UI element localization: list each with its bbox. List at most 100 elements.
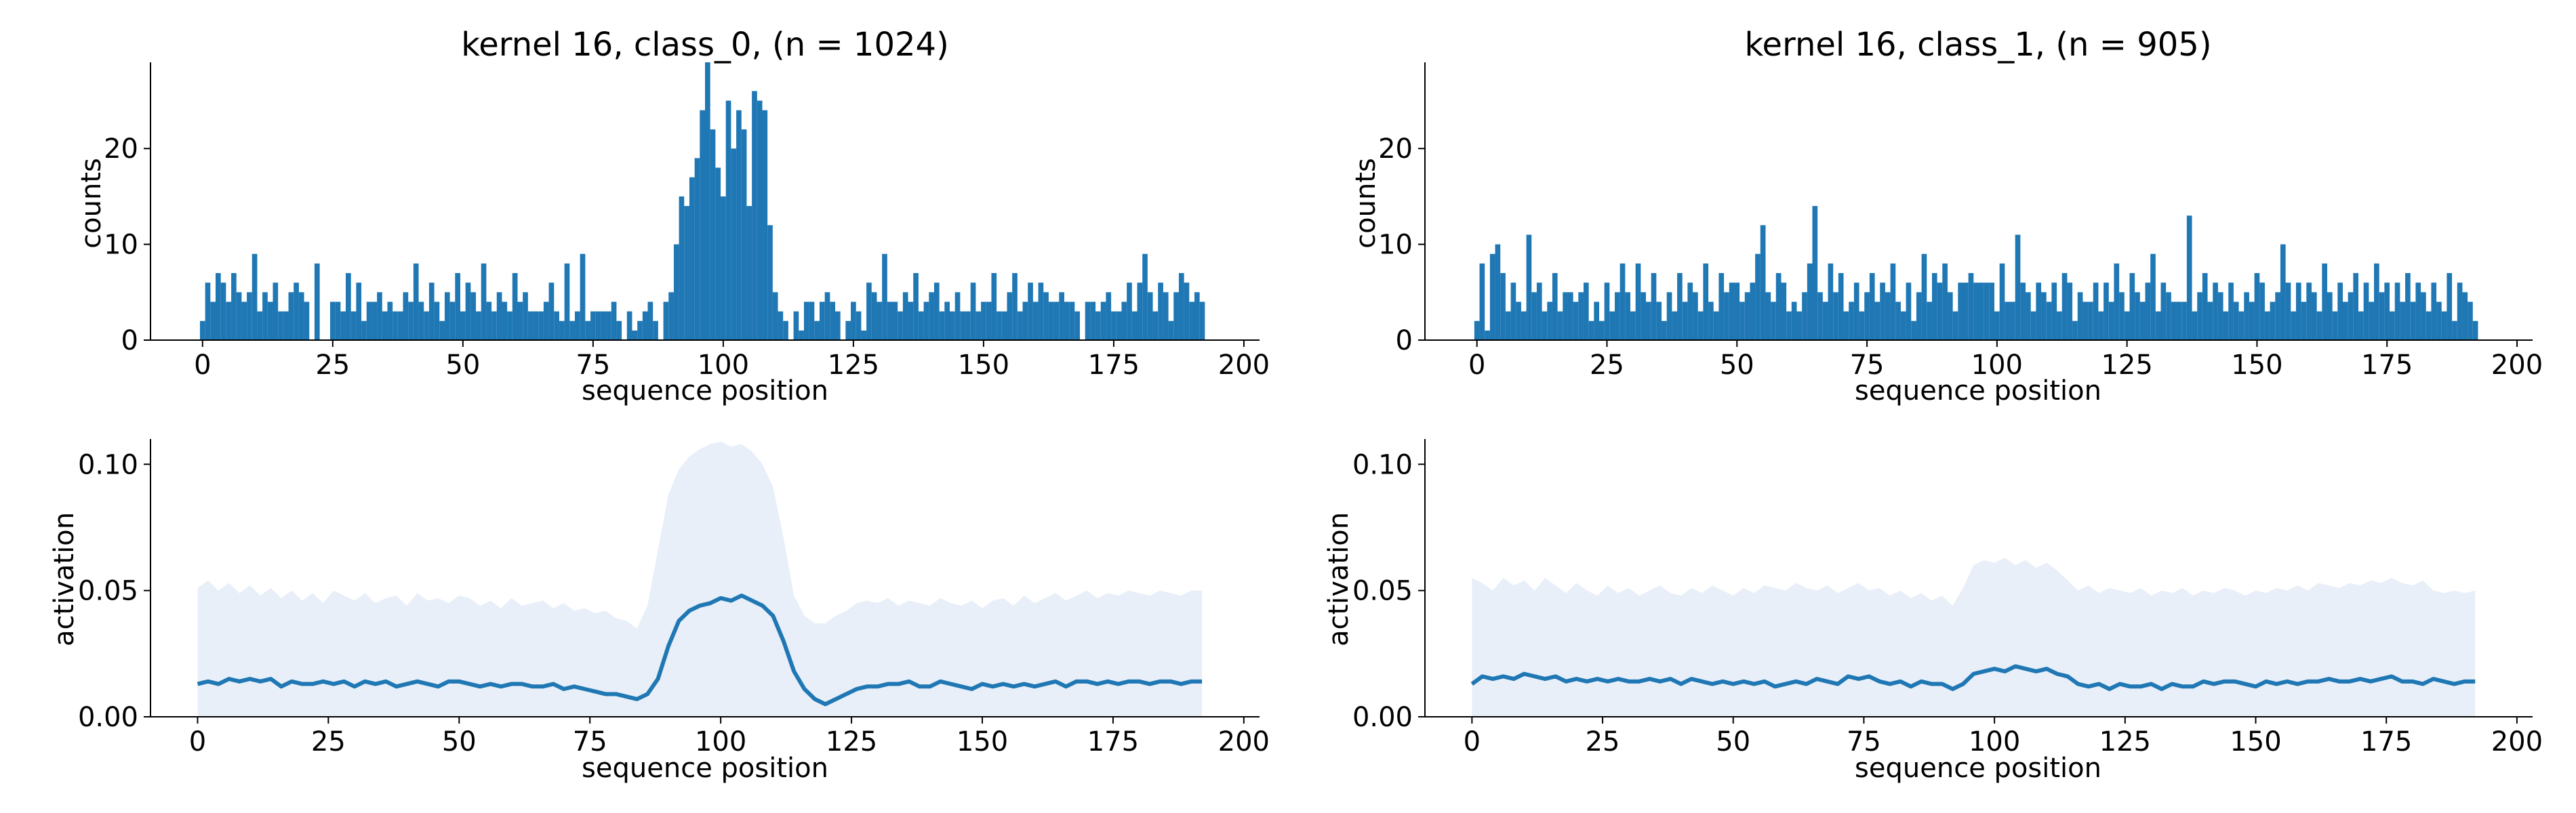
histogram-bar <box>2322 263 2327 340</box>
histogram-bar <box>288 292 294 340</box>
histogram-bar <box>1038 283 1044 340</box>
histogram-bar <box>512 273 518 340</box>
histogram-bar <box>684 206 689 340</box>
histogram-bar <box>2005 301 2011 340</box>
y-ticks: 0 10 20 <box>104 133 150 356</box>
histogram-bar <box>2275 292 2280 340</box>
histogram-bar <box>1505 311 1511 340</box>
x-ticks: 0 25 50 75 100 125 150 175 200 <box>189 717 1270 757</box>
histogram-bar <box>2072 320 2078 340</box>
y-tick-label: 20 <box>1378 133 1413 165</box>
histogram-bar <box>2259 283 2265 340</box>
histogram-bar <box>1724 292 1729 340</box>
histogram-bar <box>2462 292 2468 340</box>
histogram-bar <box>653 320 658 340</box>
histogram-bar <box>346 273 351 340</box>
histogram-bar <box>2160 283 2167 340</box>
y-tick-label: 0 <box>121 325 138 356</box>
histogram-bar <box>715 167 721 340</box>
histogram-bar <box>1713 311 1719 340</box>
histogram-bar <box>1131 311 1138 340</box>
histogram-bar <box>1931 273 1937 340</box>
histogram-bar <box>2124 311 2130 340</box>
histogram-bar <box>2337 283 2343 340</box>
histogram-bar <box>350 311 357 340</box>
histogram-bar <box>329 301 336 340</box>
histogram-bar <box>1001 311 1007 340</box>
histogram-bar <box>1594 301 1599 340</box>
activation-band <box>1472 558 2476 717</box>
histogram-bar <box>1069 301 1075 340</box>
histogram-bar <box>2244 292 2249 340</box>
x-tick-label: 25 <box>1586 726 1620 757</box>
y-ticks: 0.00 0.05 0.10 <box>78 449 150 733</box>
histogram-bar <box>923 301 929 340</box>
histogram-bar <box>1734 283 1740 340</box>
histogram-bar <box>387 301 393 340</box>
histogram-bar <box>1952 311 1958 340</box>
histogram-bar <box>1947 292 1953 340</box>
histogram-bar <box>2176 301 2182 340</box>
histogram-bar <box>1127 283 1132 340</box>
histogram-bar <box>809 301 815 340</box>
histogram-bar <box>1927 301 1932 340</box>
histogram-bar <box>2051 283 2057 340</box>
histogram-bar <box>1843 311 1849 340</box>
histogram-bar <box>2192 311 2198 340</box>
histogram-bar <box>1168 320 1174 340</box>
histogram-bar <box>205 283 211 340</box>
histogram-bar <box>1968 273 1974 340</box>
histogram-bar <box>2067 283 2073 340</box>
histogram-bar <box>1672 311 1678 340</box>
histogram-bar <box>2026 292 2031 340</box>
histogram-bar <box>2150 253 2156 340</box>
histogram-bar <box>752 91 757 340</box>
histogram-bar <box>949 311 955 340</box>
histogram-bar <box>1085 301 1091 340</box>
x-tick-label: 75 <box>576 350 610 381</box>
histogram-bar <box>1838 273 1844 340</box>
histogram-bar <box>465 283 471 340</box>
x-tick-label: 200 <box>2491 350 2543 381</box>
histogram-bar <box>1583 283 1589 340</box>
histogram-bar <box>1963 283 1969 340</box>
histogram-bar <box>403 292 409 340</box>
x-tick-label: 100 <box>1969 726 2020 757</box>
histogram-bar <box>1739 301 1745 340</box>
histogram-bar <box>1958 283 1963 340</box>
histogram-bar <box>2468 301 2473 340</box>
histogram-bar <box>1744 292 1750 340</box>
histogram-bar <box>626 311 632 340</box>
histogram-bar <box>1563 292 1568 340</box>
histogram-bar <box>1095 311 1101 340</box>
histogram-bar <box>1900 311 1906 340</box>
histogram-bar <box>1609 311 1615 340</box>
histogram-bar <box>965 311 971 340</box>
histogram-bar <box>517 301 523 340</box>
histogram-bar <box>710 129 716 340</box>
histogram-bar <box>845 320 851 340</box>
histogram-bar <box>267 301 273 340</box>
histogram-bar <box>554 311 559 340</box>
histogram-bar <box>366 301 372 340</box>
histogram-bar <box>1619 263 1626 340</box>
histogram-bar <box>981 301 986 340</box>
y-axis-label: activation <box>1323 512 1354 646</box>
x-axis-label: sequence position <box>1855 753 2101 784</box>
histogram-bar <box>679 196 685 340</box>
histogram-bar <box>2041 292 2047 340</box>
histogram-panel-class-0: kernel 16, class_0, (n = 1024) counts se… <box>76 26 1270 406</box>
histogram-bar <box>1641 292 1647 340</box>
histogram-bar <box>304 301 310 340</box>
histogram-bar <box>2447 273 2453 340</box>
x-tick-label: 75 <box>573 726 607 757</box>
activation-panel-class-0: activation sequence position 0 25 50 75 100 1… <box>49 439 1270 784</box>
histogram-bar <box>2379 292 2385 340</box>
histogram-bar <box>1625 292 1631 340</box>
histogram-bar <box>1703 263 1709 340</box>
y-tick-label: 0 <box>1396 325 1413 356</box>
histogram-bar <box>1994 311 2000 340</box>
histogram-bar <box>2015 234 2021 340</box>
histogram-bar <box>2223 311 2229 340</box>
